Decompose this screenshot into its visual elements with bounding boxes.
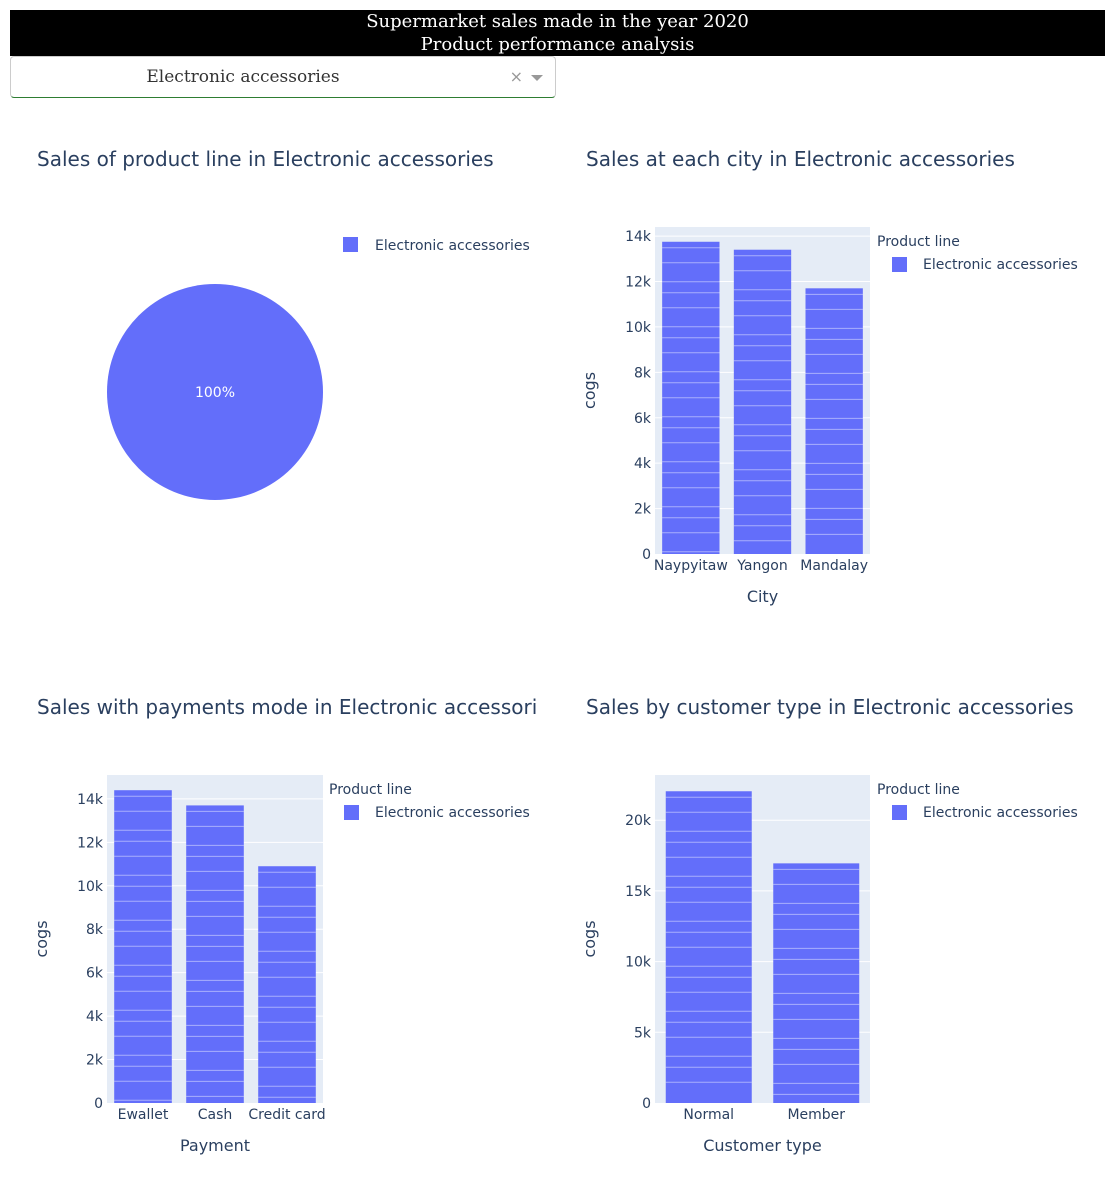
bar-chart-customer-type: Sales by customer type in Electronic acc… — [580, 695, 1078, 1155]
legend-item-label[interactable]: Electronic accessories — [375, 805, 530, 821]
legend-item-label[interactable]: Electronic accessories — [923, 805, 1078, 821]
y-tick-label: 6k — [86, 966, 104, 982]
x-tick-label: Normal — [683, 1107, 734, 1123]
bar[interactable] — [114, 790, 172, 1103]
y-tick-label: 10k — [625, 320, 652, 336]
bar[interactable] — [805, 288, 863, 554]
x-axis-title: City — [747, 587, 778, 606]
bar[interactable] — [773, 863, 860, 1103]
clear-icon[interactable]: × — [509, 67, 523, 86]
legend-item-label[interactable]: Electronic accessories — [375, 238, 530, 254]
y-axis-title: cogs — [32, 920, 51, 957]
y-tick-label: 0 — [642, 547, 651, 563]
bar[interactable] — [662, 241, 720, 554]
y-axis-title: cogs — [580, 920, 599, 957]
x-axis-title: Customer type — [703, 1136, 822, 1155]
x-tick-label: Mandalay — [800, 558, 868, 574]
bar-fill[interactable] — [186, 805, 244, 1103]
y-tick-label: 12k — [77, 835, 104, 851]
y-tick-label: 15k — [625, 884, 652, 900]
bar-fill[interactable] — [805, 288, 863, 554]
y-tick-label: 20k — [625, 813, 652, 829]
page-title: Supermarket sales made in the year 2020 — [366, 11, 749, 32]
y-tick-label: 12k — [625, 275, 652, 291]
y-tick-label: 4k — [634, 456, 652, 472]
x-axis-title: Payment — [180, 1136, 250, 1155]
x-tick-label: Naypyitaw — [654, 558, 728, 574]
bar-fill[interactable] — [662, 241, 720, 554]
legend-swatch[interactable] — [892, 805, 907, 820]
pie-slice[interactable] — [107, 284, 323, 500]
y-tick-label: 8k — [86, 922, 104, 938]
page-subtitle: Product performance analysis — [420, 34, 695, 55]
y-axis-title: cogs — [580, 372, 599, 409]
page-header: Supermarket sales made in the year 2020 … — [10, 10, 1105, 56]
bar[interactable] — [665, 791, 752, 1103]
legend-title: Product line — [877, 782, 960, 798]
y-tick-label: 2k — [634, 502, 652, 518]
x-tick-label: Credit card — [248, 1107, 325, 1123]
y-tick-label: 4k — [86, 1009, 104, 1025]
chart-title: Sales of product line in Electronic acce… — [37, 147, 494, 171]
chevron-down-icon[interactable] — [531, 75, 543, 81]
y-tick-label: 2k — [86, 1053, 104, 1069]
y-tick-label: 8k — [634, 365, 652, 381]
y-tick-label: 0 — [94, 1096, 103, 1112]
bar-fill[interactable] — [114, 790, 172, 1103]
bar[interactable] — [258, 866, 316, 1103]
dropdown-selected-value[interactable]: Electronic accessories — [146, 67, 340, 87]
chart-title: Sales with payments mode in Electronic a… — [37, 695, 537, 719]
bar-chart-city: Sales at each city in Electronic accesso… — [580, 147, 1078, 606]
product-line-dropdown[interactable]: Electronic accessories × — [10, 56, 556, 98]
x-tick-label: Cash — [198, 1107, 233, 1123]
y-tick-label: 10k — [625, 955, 652, 971]
y-tick-label: 14k — [77, 792, 104, 808]
pie-chart-product-line: Sales of product line in Electronic acce… — [37, 147, 530, 500]
y-tick-label: 10k — [77, 879, 104, 895]
legend-title: Product line — [877, 234, 960, 250]
legend-title: Product line — [329, 782, 412, 798]
bar-fill[interactable] — [733, 249, 792, 554]
pie-slice-label: 100% — [195, 385, 235, 401]
x-tick-label: Member — [787, 1107, 845, 1123]
y-tick-label: 0 — [642, 1096, 651, 1112]
bar-fill[interactable] — [258, 866, 316, 1103]
bar[interactable] — [186, 805, 244, 1103]
bar-fill[interactable] — [665, 791, 752, 1103]
legend-swatch[interactable] — [892, 257, 907, 272]
y-tick-label: 6k — [634, 411, 652, 427]
y-tick-label: 14k — [625, 229, 652, 245]
bar-chart-payment: Sales with payments mode in Electronic a… — [32, 695, 537, 1155]
legend-item-label[interactable]: Electronic accessories — [923, 257, 1078, 273]
chart-title: Sales at each city in Electronic accesso… — [586, 147, 1015, 171]
legend-swatch[interactable] — [344, 805, 359, 820]
chart-title: Sales by customer type in Electronic acc… — [586, 695, 1074, 719]
legend-swatch[interactable] — [343, 237, 358, 252]
bar-fill[interactable] — [773, 863, 860, 1103]
x-tick-label: Ewallet — [118, 1107, 169, 1123]
y-tick-label: 5k — [634, 1025, 652, 1041]
bar[interactable] — [733, 249, 792, 554]
x-tick-label: Yangon — [736, 558, 787, 574]
